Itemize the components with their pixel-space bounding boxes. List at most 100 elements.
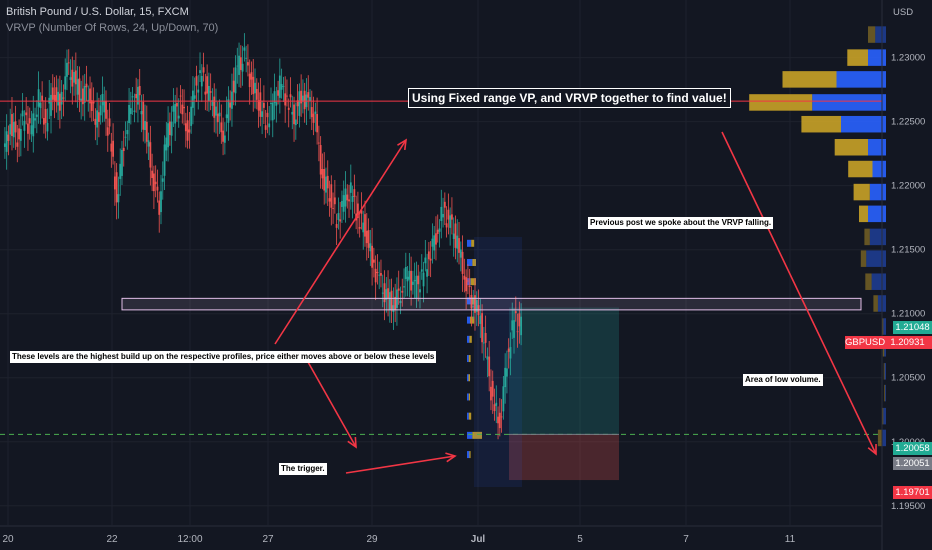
candle-body <box>459 249 462 258</box>
candle-body <box>112 140 114 157</box>
candle-body <box>422 272 425 287</box>
candle-body <box>270 102 272 105</box>
candle-body <box>344 188 347 207</box>
candle-body <box>204 91 207 95</box>
candle-body <box>3 143 6 147</box>
candle-body <box>488 356 491 377</box>
candle-body <box>82 88 84 105</box>
candle-body <box>440 206 443 222</box>
candle-body <box>25 112 28 116</box>
candle-body <box>294 119 297 126</box>
candle-body <box>447 209 450 220</box>
candle-body <box>287 107 290 110</box>
candle-body <box>247 62 249 66</box>
candle-body <box>278 75 281 98</box>
candle-body <box>443 201 446 208</box>
candle-body <box>268 123 271 128</box>
candle-body <box>232 80 235 93</box>
candle-body <box>466 280 469 282</box>
candle-body <box>257 100 260 111</box>
annotation-trigger[interactable]: The trigger. <box>279 463 327 475</box>
candle-body <box>493 404 496 412</box>
candle-body <box>506 368 508 377</box>
vrvp-up-bar <box>883 407 886 425</box>
frvp-up-bar <box>467 451 470 459</box>
candle-body <box>335 224 338 228</box>
y-tick-label: 1.22000 <box>891 181 925 192</box>
candle-body <box>349 182 352 193</box>
candle-body <box>264 125 267 130</box>
candle-body <box>85 83 88 88</box>
candle-body <box>122 147 125 152</box>
candle-body <box>371 245 373 268</box>
candle-body <box>158 200 161 215</box>
candle-body <box>35 114 38 117</box>
candle-body <box>346 194 349 201</box>
candle-body <box>254 82 256 94</box>
candle-body <box>495 402 498 406</box>
candle-body <box>250 72 253 80</box>
candle-body <box>475 300 478 312</box>
candle-body <box>321 169 324 179</box>
candle-body <box>135 94 138 99</box>
annotation-levels[interactable]: These levels are the highest build up on… <box>10 351 437 363</box>
annotation-previous-post[interactable]: Previous post we spoke about the VRVP fa… <box>588 217 774 229</box>
price-series <box>3 33 523 440</box>
candle-body <box>296 100 299 107</box>
candle-body <box>225 114 228 119</box>
candle-body <box>323 169 326 191</box>
frvp-up-bar <box>467 374 469 382</box>
candle-body <box>513 320 515 338</box>
vrvp-up-bar <box>836 71 886 88</box>
candle-body <box>303 90 306 110</box>
candle-body <box>319 145 322 175</box>
candle-body <box>197 89 200 93</box>
frvp-down-bar <box>469 451 471 459</box>
candle-body <box>282 86 285 87</box>
annotation-low-volume[interactable]: Area of low volume. <box>743 374 823 386</box>
candle-body <box>231 91 233 109</box>
candle-body <box>216 113 219 123</box>
candle-body <box>234 67 237 94</box>
candle-body <box>241 63 244 72</box>
candle-body <box>300 90 303 104</box>
candle-body <box>245 57 248 59</box>
vrvp-up-bar <box>872 160 886 178</box>
candle-body <box>351 196 354 202</box>
indicator-legend[interactable]: VRVP (Number Of Rows, 24, Up/Down, 70) <box>6 22 219 34</box>
candle-body <box>99 105 102 116</box>
vrvp-up-bar <box>868 49 886 66</box>
candle-body <box>372 259 375 263</box>
candle-body <box>168 121 171 136</box>
candle-body <box>364 214 366 237</box>
vrvp-down-bar <box>859 205 868 223</box>
candle-body <box>520 316 523 336</box>
candle-body <box>271 102 274 121</box>
y-tick-label: 1.22500 <box>891 117 925 128</box>
candle-body <box>333 197 336 205</box>
candle-body <box>486 356 489 360</box>
vrvp-down-bar <box>860 250 867 267</box>
candle-body <box>518 313 521 327</box>
frvp-down-bar <box>468 393 470 401</box>
candle-body <box>163 144 166 176</box>
vrvp-up-bar <box>812 94 886 111</box>
arrow-head <box>867 443 877 456</box>
candle-body <box>90 100 93 111</box>
candle-body <box>317 142 320 144</box>
candle-body <box>289 94 292 98</box>
candle-body <box>50 94 52 116</box>
candle-body <box>419 289 421 293</box>
candle-body <box>465 277 468 292</box>
candle-body <box>328 198 331 202</box>
candle-body <box>316 114 319 133</box>
candle-body <box>482 342 485 344</box>
candle-body <box>353 189 356 197</box>
candle-body <box>115 172 118 203</box>
frvp-up-bar <box>467 239 472 247</box>
arrow-head <box>347 436 357 449</box>
annotation-main[interactable]: Using Fixed range VP, and VRVP together … <box>408 88 731 108</box>
candle-body <box>87 99 90 101</box>
candle-body <box>507 348 510 352</box>
